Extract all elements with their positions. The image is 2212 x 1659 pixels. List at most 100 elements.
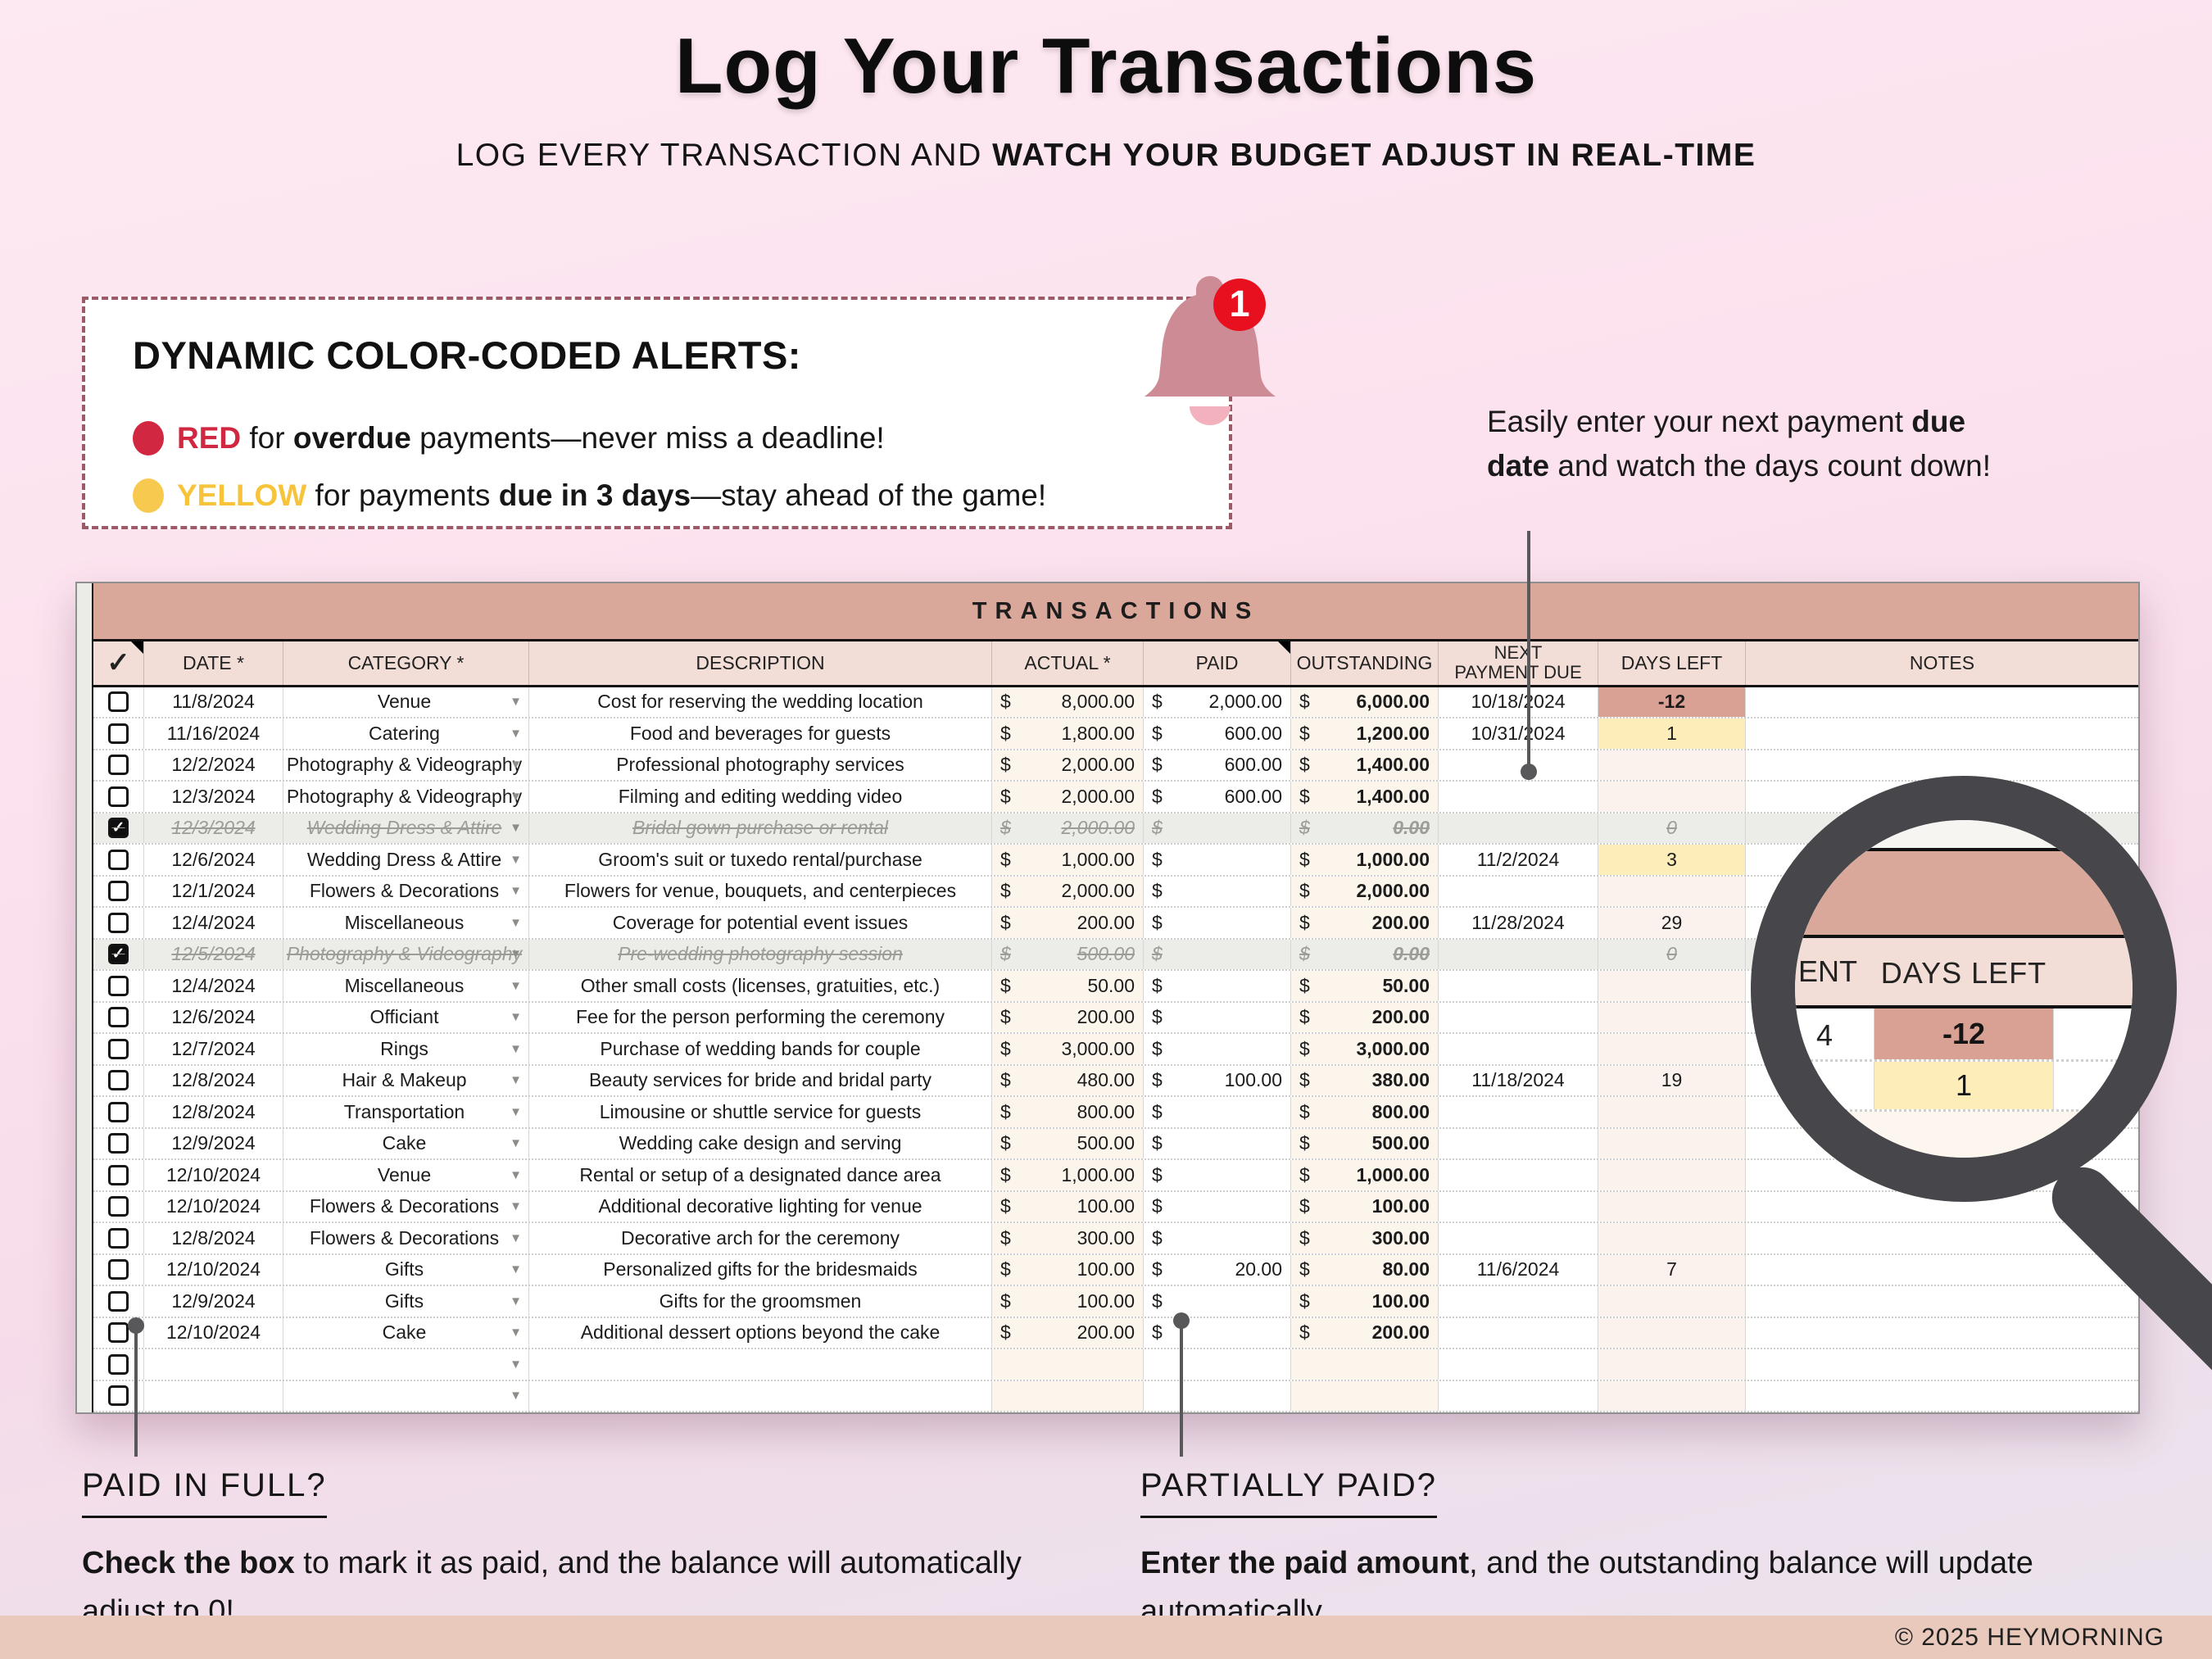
cell-check[interactable]: ✓: [93, 939, 144, 969]
cell-c-out[interactable]: $50.00: [1291, 971, 1439, 1001]
cell-next-payment-due[interactable]: [1439, 1317, 1598, 1348]
cell-date[interactable]: 12/8/2024: [144, 1223, 283, 1253]
cell-c-out[interactable]: $1,000.00: [1291, 1160, 1439, 1190]
paid-checkbox[interactable]: [108, 1385, 129, 1407]
cell-c-paid[interactable]: $600.00: [1144, 718, 1291, 749]
cell-description[interactable]: Purchase of wedding bands for couple: [529, 1034, 992, 1064]
cell-c-paid[interactable]: $100.00: [1144, 1065, 1291, 1095]
cell-c-paid[interactable]: $600.00: [1144, 782, 1291, 812]
cell-c-out[interactable]: $200.00: [1291, 1317, 1439, 1348]
cell-check[interactable]: [93, 1191, 144, 1222]
cell-category[interactable]: Flowers & Decorations ▼: [283, 876, 529, 906]
cell-check[interactable]: ✓: [93, 813, 144, 843]
cell-check[interactable]: [93, 1002, 144, 1032]
cell-category[interactable]: Gifts ▼: [283, 1286, 529, 1317]
paid-checkbox[interactable]: [108, 1070, 129, 1091]
paid-checkbox[interactable]: [108, 1259, 129, 1281]
cell-description[interactable]: Other small costs (licenses, gratuities,…: [529, 971, 992, 1001]
cell-c-actual[interactable]: $500.00: [992, 939, 1144, 969]
cell-check[interactable]: [93, 1286, 144, 1317]
cell-c-out[interactable]: $100.00: [1291, 1286, 1439, 1317]
cell-notes[interactable]: [1746, 1286, 2138, 1317]
cell-check[interactable]: [93, 1065, 144, 1095]
paid-checkbox[interactable]: [108, 691, 129, 713]
cell-description[interactable]: Groom's suit or tuxedo rental/purchase: [529, 845, 992, 875]
cell-check[interactable]: [93, 1223, 144, 1253]
cell-c-actual[interactable]: $100.00: [992, 1191, 1144, 1222]
cell-category[interactable]: Flowers & Decorations ▼: [283, 1223, 529, 1253]
cell-date[interactable]: 12/9/2024: [144, 1286, 283, 1317]
cell-check[interactable]: [93, 1097, 144, 1127]
dropdown-arrow-icon[interactable]: ▼: [510, 758, 522, 773]
cell-c-actual[interactable]: $100.00: [992, 1286, 1144, 1317]
cell-next-payment-due[interactable]: [1439, 1349, 1598, 1380]
cell-days-left[interactable]: [1598, 1034, 1746, 1064]
cell-check[interactable]: [93, 1128, 144, 1158]
cell-check[interactable]: [93, 1349, 144, 1380]
cell-date[interactable]: 12/10/2024: [144, 1191, 283, 1222]
cell-c-actual[interactable]: $1,000.00: [992, 1160, 1144, 1190]
cell-c-paid[interactable]: $: [1144, 908, 1291, 938]
cell-next-payment-due[interactable]: [1439, 1380, 1598, 1411]
dropdown-arrow-icon[interactable]: ▼: [510, 852, 522, 867]
cell-category[interactable]: Officiant ▼: [283, 1002, 529, 1032]
cell-days-left[interactable]: [1598, 1317, 1746, 1348]
cell-category[interactable]: Gifts ▼: [283, 1254, 529, 1285]
cell-check[interactable]: [93, 876, 144, 906]
cell-c-actual[interactable]: $100.00: [992, 1254, 1144, 1285]
cell-check[interactable]: [93, 1254, 144, 1285]
cell-c-actual[interactable]: $3,000.00: [992, 1034, 1144, 1064]
cell-description[interactable]: Limousine or shuttle service for guests: [529, 1097, 992, 1127]
cell-c-paid[interactable]: $: [1144, 1223, 1291, 1253]
cell-days-left[interactable]: [1598, 1380, 1746, 1411]
cell-c-actual[interactable]: $500.00: [992, 1128, 1144, 1158]
cell-check[interactable]: [93, 845, 144, 875]
cell-category[interactable]: Flowers & Decorations ▼: [283, 1191, 529, 1222]
cell-days-left[interactable]: 0: [1598, 939, 1746, 969]
cell-days-left[interactable]: 29: [1598, 908, 1746, 938]
cell-description[interactable]: Rental or setup of a designated dance ar…: [529, 1160, 992, 1190]
paid-checkbox[interactable]: [108, 1101, 129, 1122]
cell-c-actual[interactable]: $200.00: [992, 1317, 1144, 1348]
cell-c-out[interactable]: [1291, 1380, 1439, 1411]
cell-days-left[interactable]: [1598, 1097, 1746, 1127]
cell-c-actual[interactable]: $1,800.00: [992, 718, 1144, 749]
cell-c-actual[interactable]: $50.00: [992, 971, 1144, 1001]
cell-c-out[interactable]: $3,000.00: [1291, 1034, 1439, 1064]
paid-checkbox[interactable]: [108, 1164, 129, 1185]
cell-check[interactable]: [93, 750, 144, 780]
cell-next-payment-due[interactable]: [1439, 1286, 1598, 1317]
cell-date[interactable]: 12/10/2024: [144, 1317, 283, 1348]
cell-c-actual[interactable]: $8,000.00: [992, 687, 1144, 717]
cell-next-payment-due[interactable]: 10/18/2024: [1439, 687, 1598, 717]
cell-date[interactable]: 12/8/2024: [144, 1065, 283, 1095]
cell-c-paid[interactable]: $: [1144, 1002, 1291, 1032]
cell-description[interactable]: [529, 1380, 992, 1411]
cell-c-paid[interactable]: $: [1144, 1034, 1291, 1064]
cell-category[interactable]: Cake ▼: [283, 1128, 529, 1158]
cell-c-out[interactable]: $80.00: [1291, 1254, 1439, 1285]
cell-next-payment-due[interactable]: [1439, 782, 1598, 812]
cell-c-out[interactable]: $500.00: [1291, 1128, 1439, 1158]
cell-c-paid[interactable]: $: [1144, 939, 1291, 969]
cell-days-left[interactable]: 0: [1598, 813, 1746, 843]
cell-next-payment-due[interactable]: [1439, 1034, 1598, 1064]
cell-days-left[interactable]: [1598, 1128, 1746, 1158]
dropdown-arrow-icon[interactable]: ▼: [510, 1326, 522, 1340]
cell-category[interactable]: Catering ▼: [283, 718, 529, 749]
cell-days-left[interactable]: [1598, 1349, 1746, 1380]
dropdown-arrow-icon[interactable]: ▼: [510, 1136, 522, 1151]
cell-date[interactable]: 12/4/2024: [144, 971, 283, 1001]
cell-next-payment-due[interactable]: 11/28/2024: [1439, 908, 1598, 938]
cell-notes[interactable]: [1746, 1349, 2138, 1380]
dropdown-arrow-icon[interactable]: ▼: [510, 1104, 522, 1119]
cell-next-payment-due[interactable]: [1439, 876, 1598, 906]
cell-date[interactable]: 12/1/2024: [144, 876, 283, 906]
dropdown-arrow-icon[interactable]: ▼: [510, 1262, 522, 1277]
cell-next-payment-due[interactable]: [1439, 939, 1598, 969]
cell-category[interactable]: Photography & Videography ▼: [283, 782, 529, 812]
dropdown-arrow-icon[interactable]: ▼: [510, 1167, 522, 1182]
cell-date[interactable]: 12/6/2024: [144, 1002, 283, 1032]
cell-notes[interactable]: [1746, 1318, 2138, 1349]
paid-checkbox[interactable]: [108, 849, 129, 870]
